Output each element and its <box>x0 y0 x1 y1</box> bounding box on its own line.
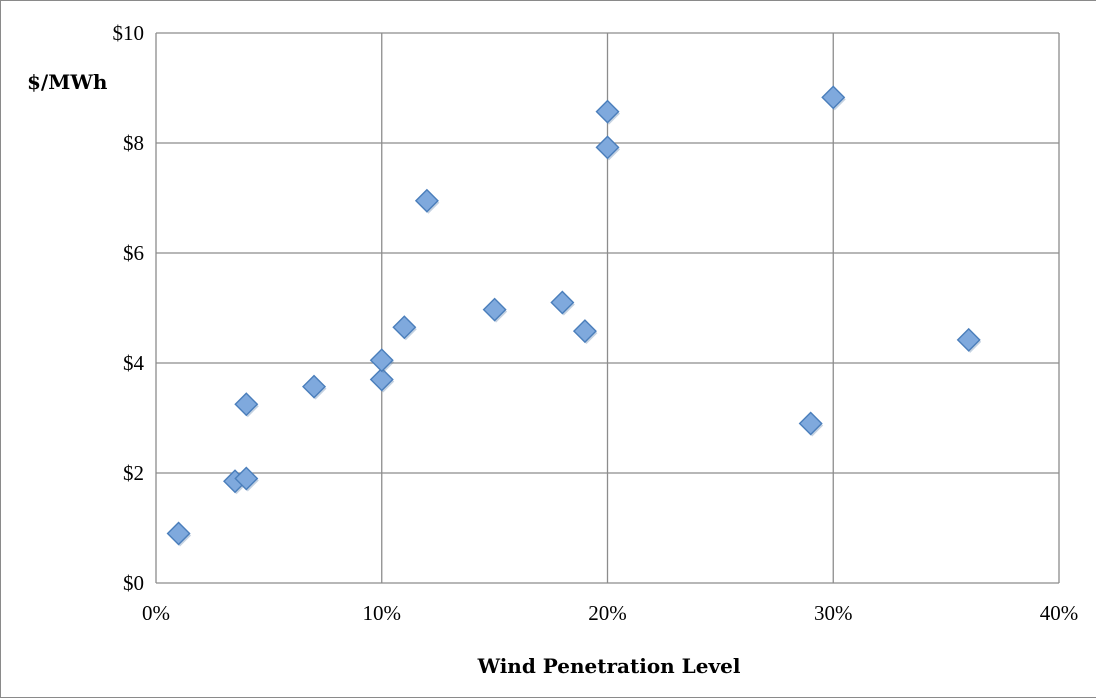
y-axis-title: $/MWh <box>27 70 108 94</box>
data-point <box>956 327 981 352</box>
y-tick-label: $0 <box>123 571 144 595</box>
data-points <box>166 85 982 547</box>
data-point <box>234 392 259 417</box>
y-tick-label: $8 <box>123 131 144 155</box>
data-point <box>595 99 620 124</box>
x-tick-label: 40% <box>1040 601 1079 625</box>
x-tick-label: 10% <box>363 601 402 625</box>
data-point <box>166 521 191 546</box>
data-point <box>482 297 507 322</box>
y-tick-label: $10 <box>113 21 145 45</box>
y-tick-label: $2 <box>123 461 144 485</box>
tick-labels: $0 $2 $4 $6 $8 $10 0% 10% 20% 30% 40% <box>113 21 1079 625</box>
data-point <box>234 466 259 491</box>
data-point <box>369 348 394 373</box>
data-point <box>798 411 823 436</box>
y-tick-label: $4 <box>123 351 145 375</box>
data-point <box>302 374 327 399</box>
x-tick-label: 0% <box>142 601 170 625</box>
data-point <box>572 319 597 344</box>
x-axis-title: Wind Penetration Level <box>477 654 741 678</box>
x-tick-label: 30% <box>814 601 853 625</box>
y-tick-label: $6 <box>123 241 144 265</box>
data-point <box>392 315 417 340</box>
data-point <box>369 367 394 392</box>
data-point <box>414 188 439 213</box>
data-point <box>821 85 846 110</box>
data-point <box>595 135 620 160</box>
x-tick-label: 20% <box>588 601 627 625</box>
data-point <box>550 290 575 315</box>
